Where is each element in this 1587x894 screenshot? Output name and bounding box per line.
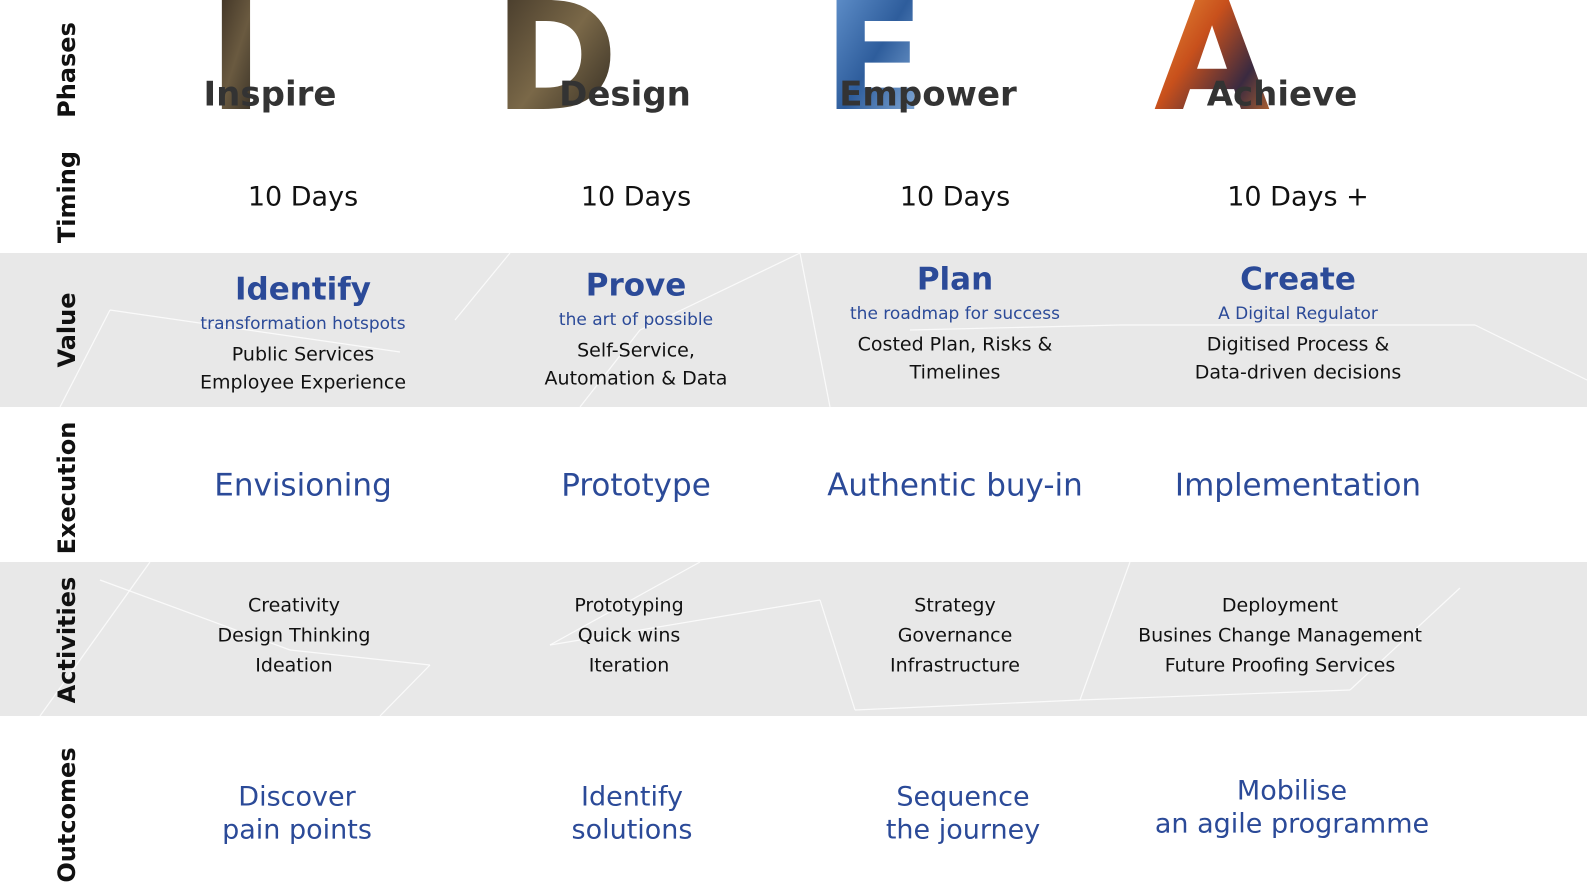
value-band (0, 253, 1587, 407)
outcome: Sequence (896, 782, 1029, 813)
outcome: solutions (572, 815, 693, 846)
activity: Ideation (255, 655, 332, 677)
phase-word: Empower (839, 75, 1017, 115)
phase-word: Inspire (204, 75, 337, 115)
value-subtitle: the roadmap for success (850, 304, 1060, 324)
value-line: Costed Plan, Risks & (858, 334, 1053, 356)
execution: Authentic buy-in (827, 468, 1083, 504)
activity: Design Thinking (218, 625, 371, 647)
outcome: Identify (581, 782, 683, 813)
activity: Busines Change Management (1138, 625, 1422, 647)
value-line: Data-driven decisions (1195, 362, 1402, 384)
outcome: an agile programme (1155, 809, 1429, 840)
phase-word: Achieve (1207, 75, 1358, 115)
phase-letter: I (208, 0, 264, 145)
network-pattern (39, 252, 1587, 717)
timing: 10 Days (900, 182, 1010, 213)
value-title: Create (1240, 262, 1356, 298)
value-line: Employee Experience (200, 372, 406, 394)
timing: 10 Days + (1227, 182, 1369, 213)
row-label: Value (53, 292, 81, 367)
phase-letter: E (823, 0, 925, 145)
activity: Prototyping (574, 595, 683, 617)
value-line: Self-Service, (577, 340, 695, 362)
value-title: Plan (917, 262, 993, 298)
value-line: Public Services (232, 344, 374, 366)
row-label: Timing (53, 151, 81, 243)
execution: Envisioning (214, 468, 392, 504)
row-label: Outcomes (53, 747, 81, 882)
row-label: Execution (53, 422, 81, 555)
outcome: pain points (222, 815, 372, 846)
timing: 10 Days (581, 182, 691, 213)
outcome: Mobilise (1237, 776, 1347, 807)
value-line: Digitised Process & (1207, 334, 1390, 356)
value-title: Prove (586, 268, 687, 304)
activity: Future Proofing Services (1165, 655, 1396, 677)
activity: Infrastructure (890, 655, 1020, 677)
row-label: Activities (53, 577, 81, 704)
outcome: Discover (238, 782, 356, 813)
value-title: Identify (235, 272, 371, 308)
value-line: Automation & Data (545, 368, 728, 390)
outcome: the journey (886, 815, 1040, 846)
phase-letter: D (494, 0, 619, 145)
phase-letter: A (1154, 0, 1270, 145)
value-subtitle: transformation hotspots (200, 314, 405, 334)
activity: Deployment (1222, 595, 1338, 617)
activity: Iteration (589, 655, 670, 677)
execution: Prototype (561, 468, 711, 504)
activities-band (0, 562, 1587, 716)
activity: Strategy (914, 595, 995, 617)
value-line: Timelines (909, 362, 1001, 384)
timing: 10 Days (248, 182, 358, 213)
execution: Implementation (1175, 468, 1421, 504)
activity: Creativity (248, 595, 340, 617)
activity: Quick wins (578, 625, 681, 647)
activity: Governance (898, 625, 1013, 647)
row-label: Phases (53, 22, 81, 118)
value-subtitle: A Digital Regulator (1218, 304, 1378, 324)
phase-word: Design (559, 75, 691, 115)
value-subtitle: the art of possible (559, 310, 713, 330)
